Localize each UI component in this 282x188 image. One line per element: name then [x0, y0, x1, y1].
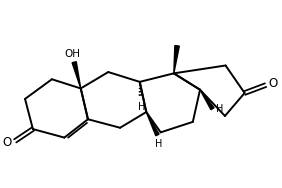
Polygon shape: [72, 62, 81, 88]
Text: O: O: [3, 136, 12, 149]
Polygon shape: [146, 112, 159, 136]
Text: O: O: [268, 77, 277, 90]
Text: H: H: [155, 139, 162, 149]
Text: H: H: [216, 104, 224, 114]
Text: OH: OH: [65, 49, 81, 59]
Polygon shape: [200, 90, 214, 110]
Polygon shape: [174, 45, 179, 73]
Text: H: H: [138, 102, 146, 111]
